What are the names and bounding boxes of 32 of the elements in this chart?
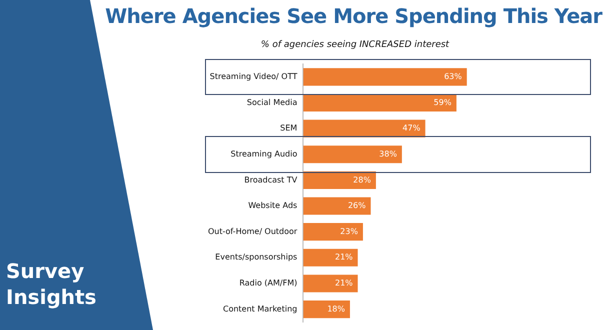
data-label: 21%	[334, 278, 354, 288]
data-label: 18%	[327, 304, 346, 314]
data-label: 63%	[444, 72, 462, 81]
y-tick-label: Out-of-Home/ Outdoor	[208, 226, 298, 236]
bar	[303, 300, 350, 318]
chart-subtitle: % of agencies seeing INCREASED interest	[260, 40, 450, 50]
y-tick-label: Streaming Audio	[230, 149, 298, 158]
bar	[303, 248, 358, 266]
data-label: 23%	[340, 226, 358, 236]
data-label: 59%	[434, 98, 452, 107]
bar	[303, 223, 363, 241]
y-tick-label: SEM	[280, 124, 298, 133]
data-label: 38%	[379, 149, 398, 158]
y-tick-label: Website Ads	[248, 201, 298, 210]
y-tick-label: Broadcast TV	[244, 175, 298, 184]
bar	[303, 68, 467, 86]
data-label: 47%	[402, 124, 421, 133]
y-tick-label: Radio (AM/FM)	[239, 278, 298, 288]
chart-title: Where Agencies See More Spending This Year	[105, 4, 602, 28]
bar	[303, 146, 402, 164]
data-label: 21%	[334, 252, 354, 262]
bar	[303, 274, 358, 292]
text: Survey Insights	[6, 258, 98, 310]
data-label: 28%	[353, 175, 372, 184]
bar	[303, 197, 371, 215]
bar	[303, 94, 456, 112]
bar	[303, 120, 426, 138]
y-tick-label: Streaming Video/ OTT	[210, 72, 298, 81]
y-tick-label: Social Media	[246, 98, 298, 107]
y-tick-label: Content Marketing	[222, 304, 298, 314]
data-label: 26%	[348, 201, 366, 210]
y-tick-label: Events/sponsorships	[215, 252, 298, 262]
